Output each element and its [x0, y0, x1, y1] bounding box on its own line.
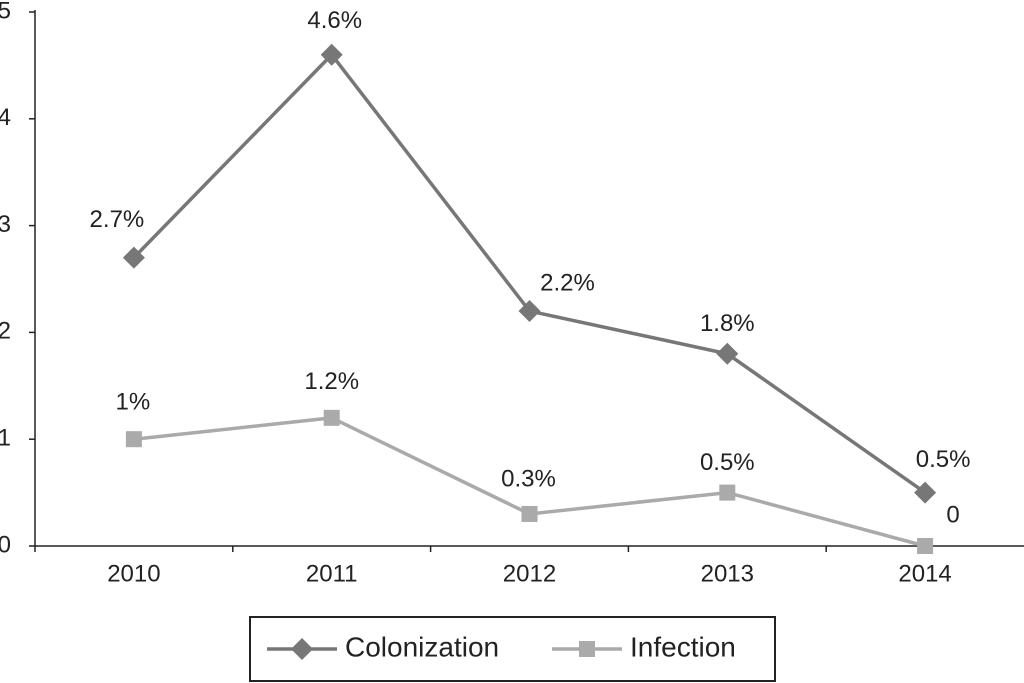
- y-tick-label: 0: [0, 531, 11, 558]
- marker: [521, 505, 538, 522]
- marker: [125, 431, 142, 448]
- data-label: 0: [946, 501, 959, 528]
- legend-label: Colonization: [345, 631, 499, 662]
- legend-box: [249, 616, 776, 682]
- marker: [518, 300, 541, 323]
- y-tick-label: 3: [0, 211, 11, 238]
- data-label: 0.5%: [916, 446, 971, 473]
- data-label: 0.5%: [700, 449, 755, 476]
- y-tick-label: 1: [0, 425, 11, 452]
- data-label: 2.2%: [540, 269, 595, 296]
- marker: [291, 638, 313, 660]
- data-label: 0.3%: [501, 465, 556, 492]
- data-label: 1%: [116, 389, 151, 416]
- marker: [122, 246, 145, 269]
- x-tick-label: 2010: [107, 560, 160, 587]
- marker: [320, 43, 343, 66]
- marker: [719, 484, 736, 501]
- x-tick-label: 2013: [701, 560, 754, 587]
- marker: [716, 342, 739, 365]
- data-label: 2.7%: [90, 206, 145, 233]
- data-label: 1.8%: [700, 310, 755, 337]
- x-tick-label: 2011: [306, 560, 358, 587]
- x-tick-label: 2014: [898, 560, 951, 587]
- marker: [579, 641, 595, 657]
- marker: [914, 481, 937, 504]
- x-tick-label: 2012: [503, 560, 556, 587]
- y-tick-label: 5: [0, 0, 11, 24]
- y-tick-label: 4: [0, 104, 11, 131]
- data-label: 4.6%: [307, 7, 362, 34]
- legend-label: Infection: [630, 631, 736, 662]
- marker: [917, 538, 934, 554]
- y-tick-label: 2: [0, 318, 11, 345]
- data-label: 1.2%: [304, 368, 359, 395]
- marker: [323, 409, 340, 426]
